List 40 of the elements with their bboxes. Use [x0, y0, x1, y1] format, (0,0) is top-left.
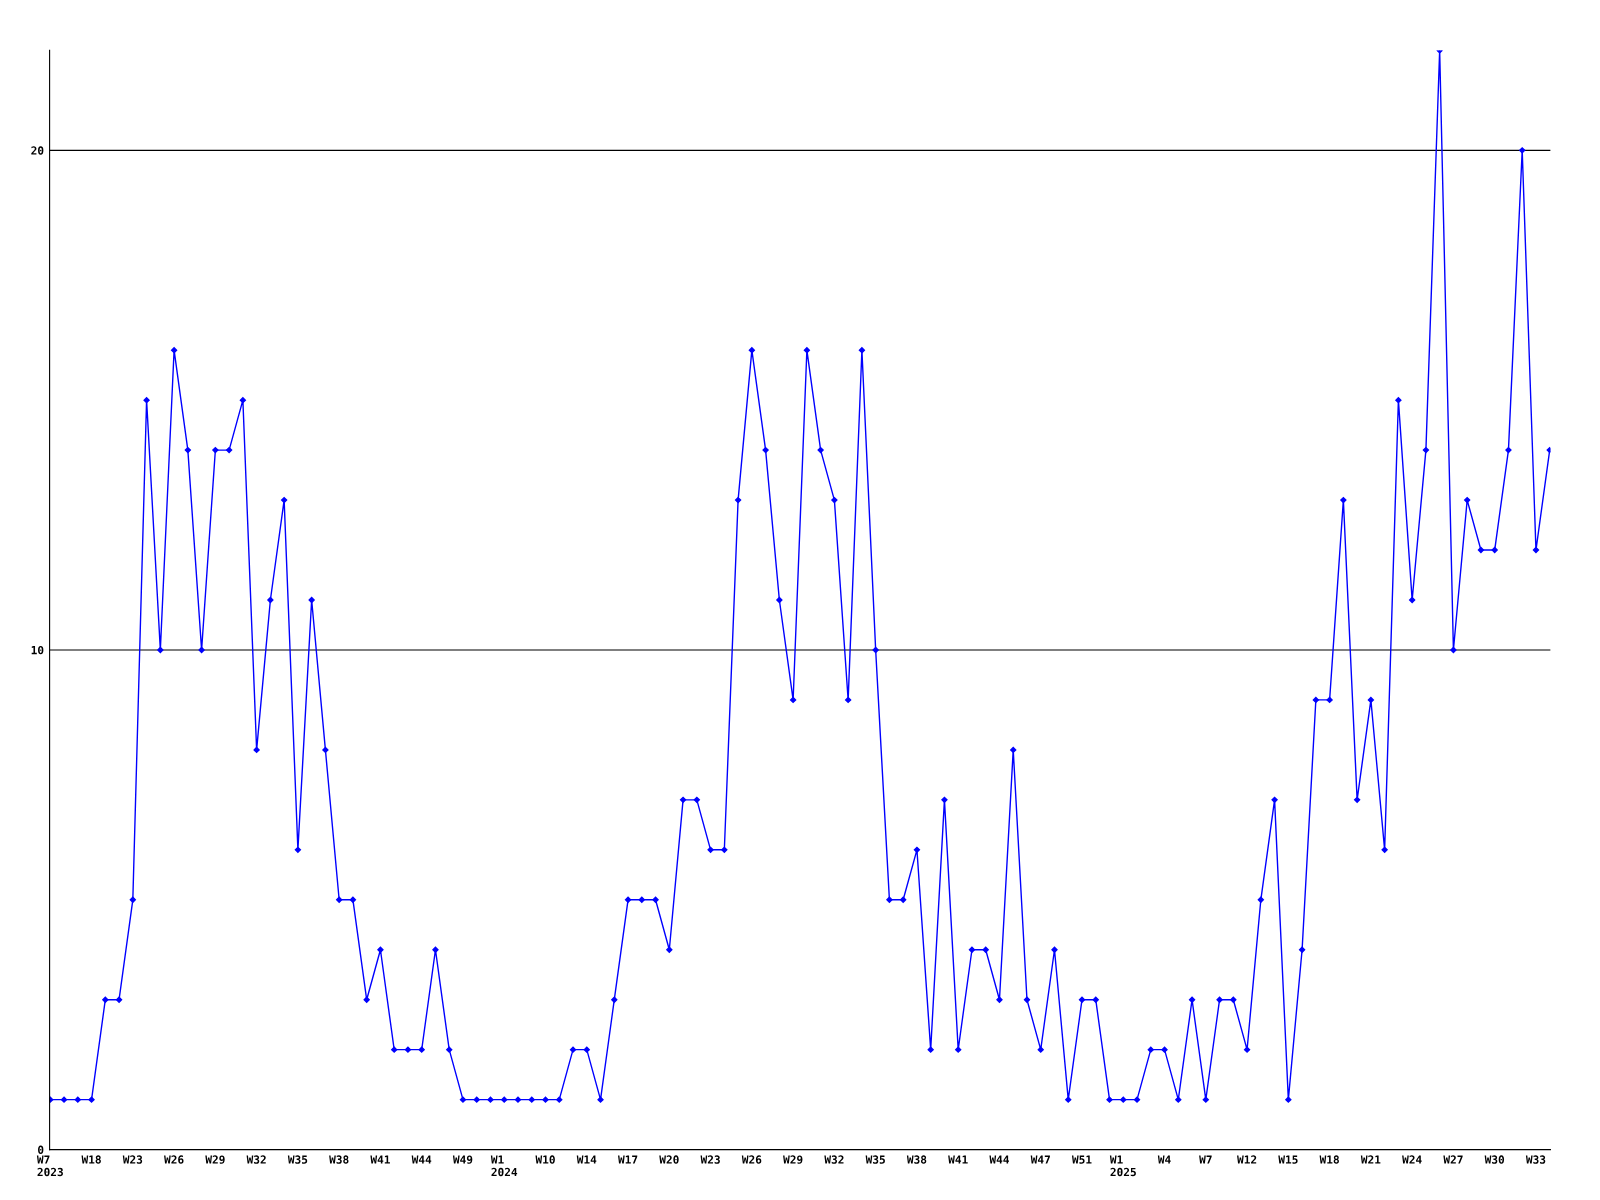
x-tick-label: W38 [329, 1155, 349, 1164]
x-tick-label: W10 [535, 1155, 555, 1164]
x-tick-label: W27 [1443, 1155, 1463, 1164]
x-tick-label: W24 [1402, 1155, 1422, 1164]
x-tick-label: W38 [906, 1155, 927, 1164]
x-tick-label: W18 [81, 1155, 101, 1164]
x-tick-label: W20 [659, 1155, 679, 1164]
x-tick-label: W32 [246, 1155, 266, 1164]
x-tick-label: W30 [1484, 1155, 1505, 1164]
x-tick-label: W1 2024 [490, 1155, 518, 1177]
x-tick-label: W15 [1278, 1155, 1298, 1164]
x-tick-label: W33 [1525, 1155, 1546, 1164]
x-tick-label: W4 [1157, 1155, 1171, 1164]
y-tick-label: 20 [31, 146, 44, 155]
x-tick-label: W14 [576, 1155, 597, 1164]
x-tick-label: W23 [122, 1155, 143, 1164]
x-tick-label: W7 2023 [36, 1155, 63, 1177]
x-tick-label: W32 [824, 1155, 844, 1164]
x-tick-label: W51 [1071, 1155, 1092, 1164]
x-tick-label: W41 [370, 1155, 390, 1164]
x-tick-label: W44 [989, 1155, 1009, 1164]
x-tick-label: W35 [865, 1155, 885, 1164]
x-tick-label: W17 [618, 1155, 638, 1164]
x-tick-label: W49 [452, 1155, 473, 1164]
x-tick-label: W18 [1319, 1155, 1339, 1164]
x-tick-label: W29 [783, 1155, 803, 1164]
x-tick-label: W35 [287, 1155, 308, 1164]
x-tick-label: W41 [948, 1155, 968, 1164]
x-tick-label: W26 [164, 1155, 184, 1164]
x-tick-label: W1 2025 [1109, 1155, 1136, 1177]
y-tick-label: 10 [31, 645, 44, 655]
x-tick-label: W7 [1199, 1155, 1212, 1164]
x-tick-label: W29 [205, 1155, 225, 1164]
x-tick-label: W44 [411, 1155, 432, 1164]
x-tick-label: W26 [741, 1155, 762, 1164]
y-tick-label: 0 [38, 1145, 44, 1154]
x-tick-label: W23 [700, 1155, 720, 1164]
x-tick-label: W12 [1237, 1155, 1257, 1164]
x-tick-label: W21 [1360, 1155, 1381, 1164]
x-tick-label: W47 [1030, 1155, 1050, 1164]
